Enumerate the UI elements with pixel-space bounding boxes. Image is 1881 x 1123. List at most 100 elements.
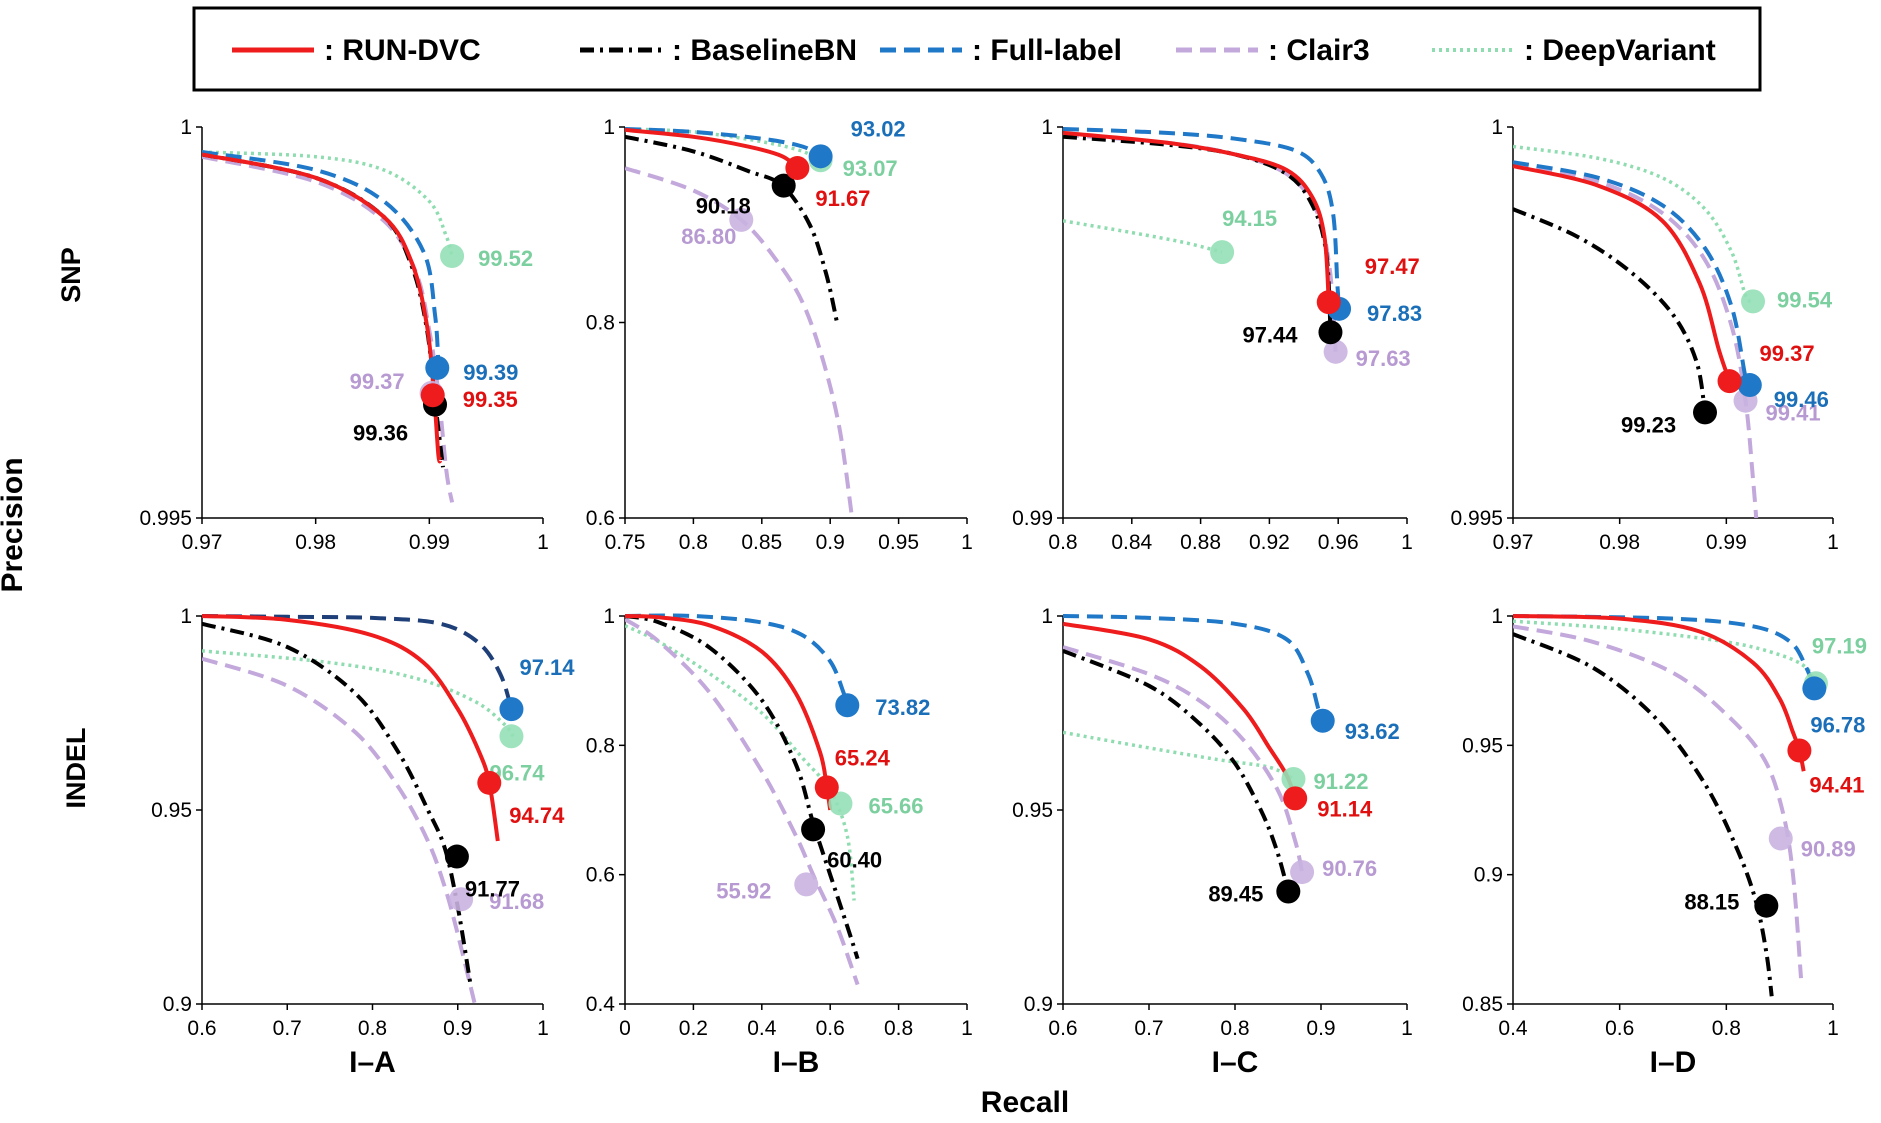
marker-run-dvc — [814, 775, 839, 800]
x-tick-label: 0.98 — [295, 531, 336, 554]
panel-indel-3: 0.6 0.7 0.8 0.9 1 0.9 0.95 1 I–C 91.22 90.76 93.62 8… — [1012, 605, 1413, 1079]
marker-run-dvc — [1717, 369, 1742, 394]
x-tick-label: 0.7 — [1134, 1017, 1163, 1040]
data-label-full-label: 97.83 — [1367, 301, 1422, 326]
data-label-run-dvc: 99.35 — [463, 387, 518, 412]
data-label-full-label: 96.78 — [1810, 712, 1865, 737]
marker-baselinebn — [1693, 400, 1717, 425]
marker-full-label — [1737, 373, 1762, 398]
panel-indel-2: 0 0.2 0.4 0.6 0.8 1 0.4 0.6 0.8 1 I–B 65.66 55.92 73.… — [586, 605, 973, 1079]
series-line-clair3 — [202, 154, 455, 503]
series-line-full-label — [625, 613, 850, 706]
data-label-baselinebn: 91.77 — [465, 877, 520, 902]
y-tick-label: 1 — [603, 116, 615, 139]
marker-clair3 — [794, 872, 819, 897]
data-label-full-label: 97.14 — [519, 655, 575, 680]
x-tick-label: 1 — [537, 1017, 549, 1040]
data-label-clair3: 86.80 — [681, 224, 736, 249]
marker-clair3 — [1768, 826, 1793, 851]
marker-full-label — [808, 144, 833, 169]
x-tick-label: 0.7 — [273, 1017, 302, 1040]
panel-subtitle: I–A — [349, 1046, 396, 1079]
marker-full-label — [499, 697, 524, 722]
x-tick-label: 0.98 — [1599, 531, 1640, 554]
series-line-deepvariant — [625, 127, 821, 163]
series-line-full-label — [202, 614, 514, 710]
panel-subtitle: I–B — [773, 1046, 820, 1079]
x-tick-label: 0.8 — [1220, 1017, 1249, 1040]
marker-full-label — [425, 355, 450, 380]
marker-full-label — [1802, 676, 1827, 701]
marker-run-dvc — [477, 770, 502, 795]
marker-run-dvc — [420, 383, 445, 408]
data-label-baselinebn: 97.44 — [1242, 322, 1298, 347]
legend-label-clair3: : Clair3 — [1268, 34, 1370, 67]
marker-deepvariant — [1741, 289, 1765, 314]
series-line-clair3 — [625, 617, 860, 986]
x-tick-label: 1 — [961, 531, 973, 554]
series-line-baselinebn — [1513, 207, 1707, 413]
x-tick-label: 1 — [1827, 531, 1839, 554]
y-tick-label: 0.95 — [1012, 799, 1053, 822]
marker-baselinebn — [1754, 893, 1779, 918]
y-tick-label: 0.99 — [1012, 507, 1053, 530]
y-tick-label: 1 — [1491, 605, 1503, 628]
y-tick-label: 1 — [1041, 116, 1053, 139]
legend-box — [192, 6, 1762, 92]
data-label-clair3: 55.92 — [716, 878, 771, 903]
marker-baselinebn — [771, 173, 796, 198]
marker-run-dvc — [1316, 290, 1341, 315]
y-tick-label: 1 — [180, 605, 192, 628]
y-tick-label: 0.95 — [151, 799, 192, 822]
y-tick-label: 0.6 — [586, 507, 615, 530]
x-tick-label: 0 — [619, 1017, 631, 1040]
x-tick-label: 0.6 — [1605, 1017, 1634, 1040]
y-tick-label: 0.8 — [586, 312, 615, 335]
series-line-clair3 — [202, 656, 477, 1004]
series-line-full-label — [1063, 127, 1342, 309]
marker-clair3 — [729, 207, 754, 232]
marker-baselinebn — [444, 844, 469, 869]
x-tick-label: 0.8 — [1048, 531, 1077, 554]
series-line-full-label — [202, 150, 441, 366]
x-tick-label: 0.84 — [1111, 531, 1152, 554]
data-label-deepvariant: 99.52 — [478, 246, 533, 271]
y-tick-label: 0.995 — [139, 507, 192, 530]
x-tick-label: 1 — [537, 531, 549, 554]
legend-label-full-label: : Full-label — [972, 34, 1122, 67]
panel-snp-2: 0.75 0.8 0.85 0.9 0.95 1 0.6 0.8 1 93.07 86.80 93.0… — [586, 116, 973, 554]
marker-run-dvc — [785, 156, 810, 181]
data-label-baselinebn: 99.36 — [353, 421, 408, 446]
x-tick-label: 0.85 — [741, 531, 782, 554]
x-tick-label: 0.8 — [884, 1017, 913, 1040]
data-label-deepvariant: 94.15 — [1222, 206, 1277, 231]
series-line-run-dvc — [625, 127, 799, 170]
x-tick-label: 0.9 — [816, 531, 845, 554]
x-tick-label: 0.75 — [605, 531, 646, 554]
series-line-clair3 — [1063, 645, 1305, 873]
x-tick-label: 0.99 — [409, 531, 450, 554]
series-line-clair3 — [625, 166, 855, 518]
y-tick-label: 1 — [180, 116, 192, 139]
x-tick-label: 1 — [1401, 1017, 1413, 1040]
data-label-full-label: 93.62 — [1345, 719, 1400, 744]
panel-indel-4: 0.4 0.6 0.8 1 0.85 0.9 0.95 1 I–D 97.19 90.89 96.78… — [1462, 605, 1867, 1079]
x-tick-label: 0.8 — [358, 1017, 387, 1040]
data-label-baselinebn: 60.40 — [827, 847, 882, 872]
y-tick-label: 0.4 — [586, 993, 616, 1016]
data-label-baselinebn: 88.15 — [1684, 890, 1739, 915]
marker-full-label — [835, 693, 860, 718]
series-line-deepvariant — [202, 649, 515, 738]
y-tick-label: 0.6 — [586, 864, 615, 887]
data-label-run-dvc: 91.14 — [1317, 796, 1373, 821]
data-label-deepvariant: 93.07 — [843, 156, 898, 181]
x-tick-label: 0.6 — [187, 1017, 216, 1040]
row-label-snp: SNP — [56, 247, 86, 303]
marker-deepvariant — [1281, 766, 1306, 791]
marker-baselinebn — [1276, 879, 1301, 904]
series-line-full-label — [1513, 160, 1752, 388]
y-tick-label: 1 — [1041, 605, 1053, 628]
series-line-full-label — [1063, 614, 1325, 722]
y-tick-label: 0.8 — [586, 734, 615, 757]
